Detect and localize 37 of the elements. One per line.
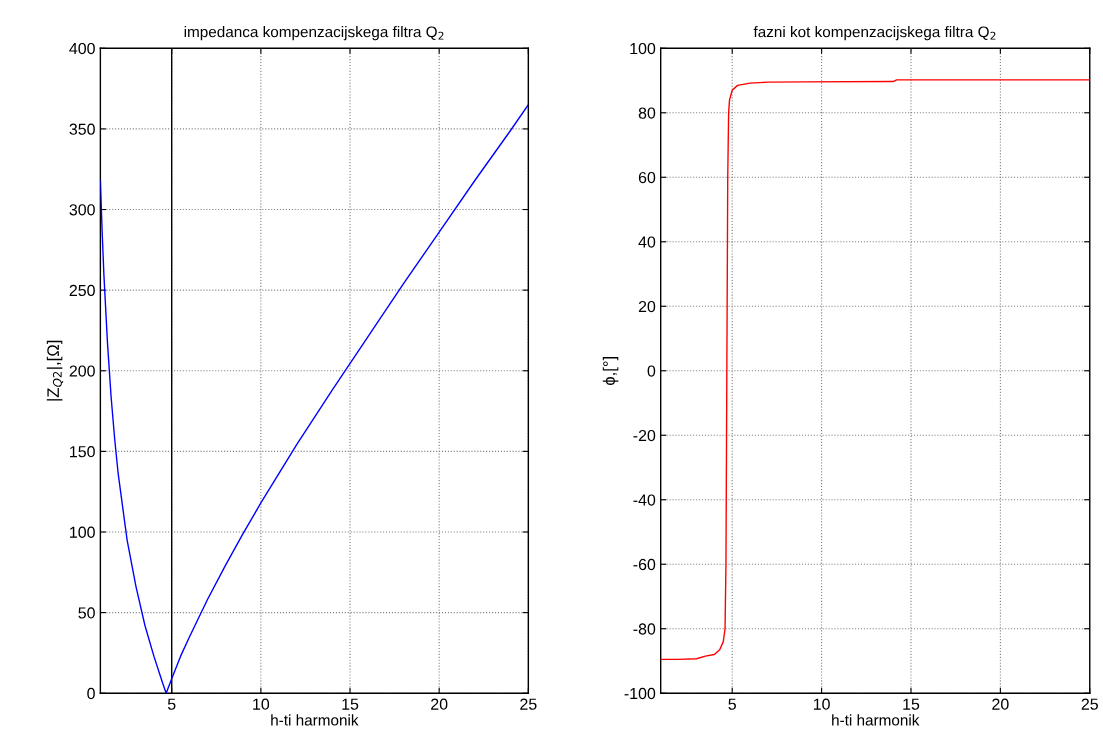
chart-title: impedanca kompenzacijskega filtra Q$_{2}$ [184, 26, 444, 41]
x-axis-title: h-ti harmonik [832, 714, 920, 726]
y-tick-label: 400 [69, 42, 95, 55]
y-tick-label: 0 [87, 687, 95, 700]
y-tick-label: 100 [70, 526, 95, 538]
y-tick-label: 200 [69, 365, 95, 377]
chart-title: fazni kot kompenzacijskega filtra Q$_{2}$ [753, 26, 996, 41]
x-tick-label: 20 [431, 698, 448, 710]
y-tick-label: 40 [638, 236, 656, 248]
line-series [660, 79, 1090, 661]
y-tick-label: 350 [69, 123, 95, 135]
x-tick-label: 25 [520, 698, 537, 710]
y-tick-label: 50 [78, 607, 95, 619]
y-tick-label: 60 [638, 171, 656, 184]
y-tick-label: 100 [630, 42, 656, 55]
y-tick-label: -60 [633, 558, 656, 571]
x-tick-label: 10 [253, 698, 270, 710]
x-tick-label: 5 [167, 698, 176, 710]
x-tick-label: 20 [992, 698, 1009, 710]
y-tick-label: 300 [69, 204, 95, 216]
y-tick-label: 80 [638, 107, 656, 119]
y-axis-title: |Z$_{Q2}$|,[Ω] [46, 340, 64, 401]
y-tick-label: -80 [633, 623, 656, 635]
x-tick-label: 25 [1081, 698, 1098, 710]
x-axis-title: h-ti harmonik [271, 714, 359, 726]
x-tick-label: 10 [813, 698, 830, 710]
y-tick-label: 20 [638, 300, 656, 313]
y-tick-label: 250 [69, 284, 95, 297]
y-tick-label: -40 [633, 494, 656, 506]
y-tick-label: 150 [70, 446, 95, 458]
y-axis-title: ϕ,[°] [602, 357, 619, 386]
x-tick-label: 5 [728, 698, 736, 710]
x-tick-label: 15 [903, 698, 920, 710]
x-tick-label: 15 [342, 698, 359, 710]
y-tick-label: -20 [633, 429, 656, 442]
y-tick-label: -100 [624, 687, 656, 700]
y-tick-label: 0 [647, 365, 656, 377]
